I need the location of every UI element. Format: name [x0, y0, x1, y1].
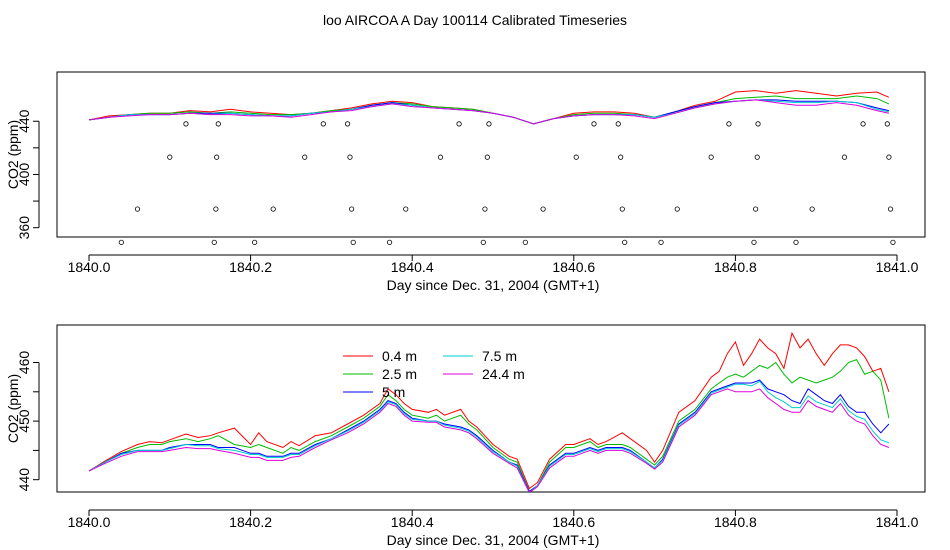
- data-point: [348, 206, 355, 212]
- data-point: [573, 154, 579, 160]
- data-point: [437, 154, 444, 160]
- data-point: [347, 154, 353, 160]
- x-tick-label: 1840.2: [229, 514, 272, 530]
- data-point: [726, 121, 732, 127]
- data-point: [754, 154, 760, 160]
- x-tick-label: 1840.4: [391, 514, 434, 530]
- data-point: [618, 154, 624, 160]
- plot-area: [88, 90, 890, 125]
- y-tick-label: 360: [16, 216, 32, 240]
- data-point: [708, 154, 714, 160]
- data-point: [211, 239, 217, 245]
- data-point: [486, 121, 492, 127]
- x-tick-label: 1840.0: [68, 259, 111, 275]
- data-point: [591, 121, 597, 127]
- data-point: [622, 239, 628, 245]
- data-point: [674, 206, 680, 212]
- legend-label: 7.5 m: [482, 348, 517, 364]
- y-tick-label: 440: [16, 468, 32, 492]
- data-point: [841, 154, 848, 160]
- data-point: [214, 154, 220, 160]
- legend: 0.4 m 2.5 m 5 m 7.5 m 24.4 m: [343, 348, 525, 400]
- data-point: [252, 239, 258, 245]
- legend-label: 0.4 m: [382, 348, 417, 364]
- data-point: [344, 121, 351, 127]
- data-point: [302, 154, 308, 160]
- bottom-panel: 1840.0 1840.2 1840.4 1840.6 1840.8 1841.0 Day …: [5, 324, 926, 548]
- data-point: [887, 206, 894, 212]
- data-point: [884, 121, 890, 127]
- series-line: [88, 388, 890, 492]
- data-point: [480, 239, 486, 245]
- data-point: [809, 206, 815, 212]
- x-axis-label: Day since Dec. 31, 2004 (GMT+1): [387, 277, 600, 293]
- x-axis-label: Day since Dec. 31, 2004 (GMT+1): [387, 532, 600, 548]
- data-point: [484, 154, 490, 160]
- series-line: [88, 331, 890, 490]
- x-tick-label: 1841.0: [876, 259, 919, 275]
- data-point: [320, 121, 326, 127]
- x-tick-label: 1840.2: [229, 259, 272, 275]
- data-point: [167, 154, 173, 160]
- x-tick-label: 1840.6: [552, 259, 595, 275]
- data-point: [183, 121, 189, 127]
- y-axis-label: CO2 (ppm): [5, 374, 21, 443]
- y-tick-label: 400: [16, 163, 32, 187]
- data-point: [615, 121, 621, 127]
- data-point: [658, 239, 664, 245]
- data-point: [403, 206, 409, 212]
- data-point: [793, 239, 799, 245]
- x-tick-label: 1841.0: [876, 514, 919, 530]
- x-tick-label: 1840.8: [714, 514, 757, 530]
- legend-label: 5 m: [382, 384, 405, 400]
- data-point: [755, 121, 761, 127]
- data-point: [456, 121, 462, 127]
- data-point: [350, 239, 356, 245]
- data-point: [751, 239, 757, 245]
- top-panel: 1840.0 1840.2 1840.4 1840.6 1840.8 1841.0 Day …: [5, 71, 926, 293]
- data-point: [886, 154, 892, 160]
- plot-area: [88, 331, 890, 492]
- data-point: [522, 239, 528, 245]
- y-tick-label: 460: [16, 351, 32, 375]
- series-line: [88, 99, 890, 125]
- series-line: [88, 90, 890, 125]
- figure-title: loo AIRCOA A Day 100114 Calibrated Times…: [323, 12, 627, 28]
- plot-frame: [56, 324, 926, 493]
- x-tick-label: 1840.4: [391, 259, 434, 275]
- x-tick-label: 1840.0: [68, 514, 111, 530]
- data-point: [270, 206, 276, 212]
- data-point: [482, 206, 488, 212]
- data-point: [752, 206, 759, 212]
- y-axis-label: CO2 (ppm): [5, 120, 21, 189]
- data-point: [386, 239, 393, 245]
- data-point: [860, 121, 866, 127]
- legend-label: 2.5 m: [382, 366, 417, 382]
- x-tick-label: 1840.6: [552, 514, 595, 530]
- data-point: [619, 206, 625, 212]
- legend-label: 24.4 m: [482, 366, 525, 382]
- data-point: [134, 206, 141, 212]
- data-point: [890, 239, 896, 245]
- data-point: [118, 239, 124, 245]
- plot-frame: [56, 71, 926, 238]
- y-tick-label: 440: [16, 109, 32, 133]
- data-point: [540, 206, 546, 212]
- data-point: [213, 206, 219, 212]
- y-tick-label: 450: [16, 409, 32, 433]
- data-point: [215, 121, 221, 127]
- x-tick-label: 1840.8: [714, 259, 757, 275]
